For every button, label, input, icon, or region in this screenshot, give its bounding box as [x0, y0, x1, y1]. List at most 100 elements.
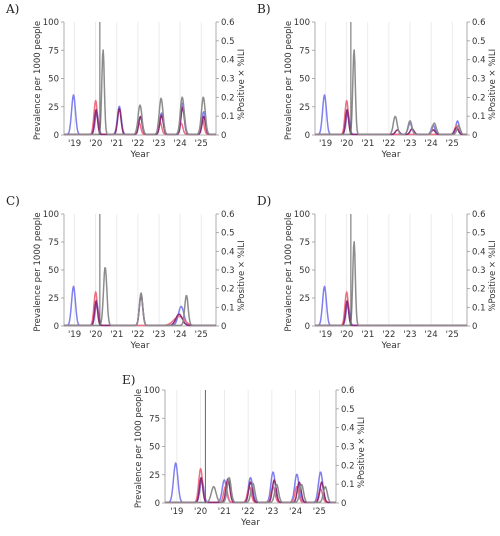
y-tick-label: 50 [48, 266, 59, 276]
x-tick-label: '25 [195, 139, 208, 149]
y2-tick-label: 0.5 [221, 37, 235, 47]
y2-tick-label: 0.4 [221, 247, 235, 257]
y2-axis-label: %Positive × %ILI [357, 417, 367, 488]
y-tick-label: 50 [48, 75, 59, 85]
y-tick-label: 25 [48, 294, 59, 304]
y2-tick-label: 0.3 [221, 266, 235, 276]
x-tick-label: '23 [403, 330, 416, 340]
x-tick-label: '22 [382, 139, 395, 149]
x-tick-label: '19 [319, 330, 332, 340]
y2-tick-label: 0.3 [472, 266, 486, 276]
y2-tick-label: 0.2 [472, 285, 486, 295]
y2-tick-label: 0.5 [221, 229, 235, 239]
series-line-purple [314, 108, 468, 136]
x-tick-label: '21 [110, 139, 123, 149]
x-tick-label: '24 [174, 330, 187, 340]
y2-tick-label: 0.4 [221, 56, 235, 66]
series-line-blue [314, 94, 468, 136]
y2-tick-label: 0.6 [472, 18, 486, 28]
y-tick-label: 0 [54, 322, 59, 332]
x-tick-label: '19 [170, 507, 183, 517]
y-tick-label: 25 [149, 471, 160, 481]
y2-tick-label: 0.5 [341, 405, 355, 415]
y-tick-label: 100 [294, 210, 310, 220]
x-tick-label: '22 [131, 139, 144, 149]
x-tick-label: '19 [68, 139, 81, 149]
y-tick-label: 0 [305, 131, 310, 141]
y2-tick-label: 0.3 [341, 443, 355, 453]
y-tick-label: 75 [48, 46, 59, 56]
series-line-red [314, 99, 468, 136]
y-axis-label: Prevalence per 1000 people [134, 389, 144, 508]
y2-tick-label: 0.4 [472, 247, 486, 257]
y-tick-label: 50 [299, 266, 310, 276]
chart-panel: 0 25 50 75 100 0 0.1 0.2 0.3 0.4 0.5 0.6 '19 '20 '21 '2… [5, 2, 247, 160]
x-tick-label: '25 [313, 507, 326, 517]
x-tick-label: '21 [361, 139, 374, 149]
series-line-blue [314, 285, 468, 327]
series-line-grey [63, 49, 217, 136]
y2-tick-label: 0.4 [472, 56, 486, 66]
x-tick-label: '24 [174, 139, 187, 149]
y2-tick-label: 0.2 [341, 461, 355, 471]
panel-letter: A) [5, 2, 19, 16]
chart-panel: 0 25 50 75 100 0 0.1 0.2 0.3 0.4 0.5 0.6 '19 '20 '21 '2… [257, 194, 498, 351]
series-line-purple [63, 106, 217, 136]
y-tick-label: 100 [43, 210, 59, 220]
y2-tick-label: 0 [221, 131, 226, 141]
y2-tick-label: 0 [221, 322, 226, 332]
y2-tick-label: 0.1 [221, 303, 235, 313]
y2-tick-label: 0.1 [472, 303, 486, 313]
y2-tick-label: 0.6 [472, 210, 486, 220]
x-tick-label: '20 [340, 330, 353, 340]
y2-tick-label: 0.1 [472, 112, 486, 122]
y2-axis-label: %Positive × %ILI [237, 49, 247, 120]
x-tick-label: '25 [446, 139, 459, 149]
y2-tick-label: 0.3 [472, 75, 486, 85]
x-tick-label: '19 [68, 330, 81, 340]
panel-letter: E) [122, 373, 135, 387]
y2-tick-label: 0.2 [472, 93, 486, 103]
y-tick-label: 75 [299, 46, 310, 56]
x-axis-label: Year [129, 341, 149, 351]
y2-tick-label: 0.2 [221, 285, 235, 295]
x-tick-label: '23 [152, 330, 165, 340]
x-tick-label: '22 [131, 330, 144, 340]
y-tick-label: 50 [149, 443, 160, 453]
x-tick-label: '20 [194, 507, 207, 517]
y-tick-label: 0 [155, 499, 160, 509]
x-tick-label: '25 [446, 330, 459, 340]
y-tick-label: 25 [48, 103, 59, 113]
chart-panel: 0 25 50 75 100 0 0.1 0.2 0.3 0.4 0.5 0.6 '19 '20 '21 '2… [257, 2, 498, 160]
y2-axis-label: %Positive × %ILI [237, 240, 247, 311]
x-axis-label: Year [129, 150, 149, 160]
y-tick-label: 50 [299, 75, 310, 85]
chart-panel: 0 25 50 75 100 0 0.1 0.2 0.3 0.4 0.5 0.6 '19 '20 '21 '2… [122, 373, 367, 528]
y-tick-label: 100 [144, 386, 160, 396]
y2-tick-label: 0.2 [221, 93, 235, 103]
y-tick-label: 25 [299, 294, 310, 304]
y-tick-label: 75 [48, 238, 59, 248]
y-tick-label: 75 [299, 238, 310, 248]
x-axis-label: Year [380, 341, 400, 351]
series-line-blue [63, 94, 217, 136]
x-tick-label: '24 [289, 507, 302, 517]
y2-tick-label: 0.6 [221, 210, 235, 220]
panel-letter: B) [257, 2, 271, 16]
y-axis-label: Prevalence per 1000 people [284, 212, 294, 331]
x-tick-label: '23 [152, 139, 165, 149]
y-axis-label: Prevalence per 1000 people [33, 212, 43, 331]
y-axis-label: Prevalence per 1000 people [284, 21, 294, 140]
y2-tick-label: 0.6 [221, 18, 235, 28]
series-line-grey [63, 267, 217, 327]
y2-tick-label: 0.5 [472, 37, 486, 47]
y2-axis-label: %Positive × %ILI [488, 49, 498, 120]
x-tick-label: '20 [89, 139, 102, 149]
x-tick-label: '21 [110, 330, 123, 340]
series-line-red [314, 291, 468, 327]
y2-tick-label: 0.4 [341, 424, 355, 434]
x-tick-label: '22 [382, 330, 395, 340]
y2-tick-label: 0.1 [221, 112, 235, 122]
chart-panel: 0 25 50 75 100 0 0.1 0.2 0.3 0.4 0.5 0.6 '19 '20 '21 '2… [6, 194, 247, 351]
x-tick-label: '21 [218, 507, 231, 517]
